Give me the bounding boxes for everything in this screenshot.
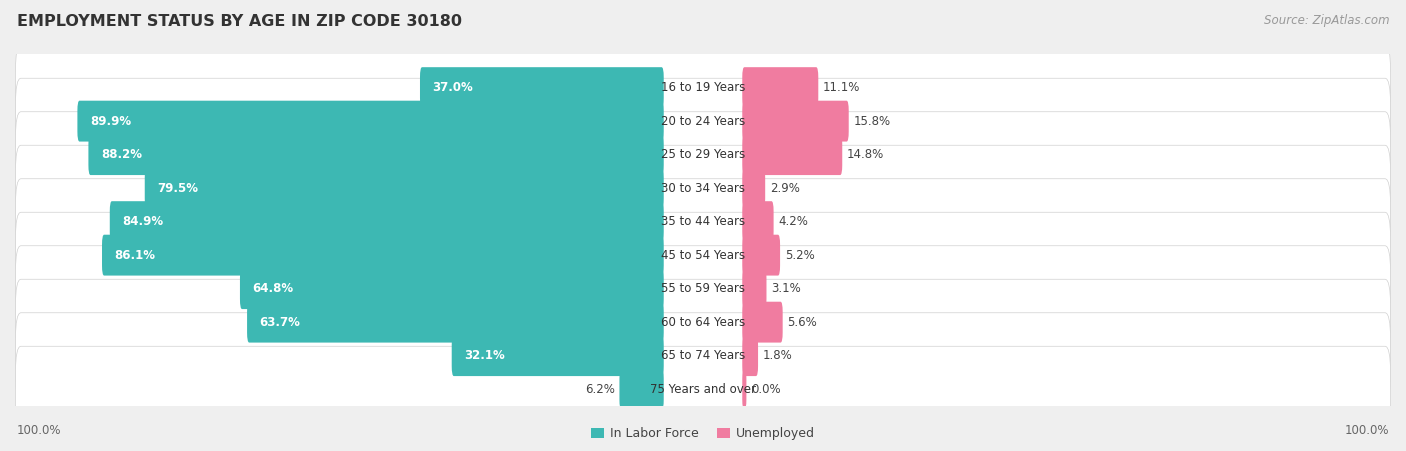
FancyBboxPatch shape xyxy=(742,335,758,376)
FancyBboxPatch shape xyxy=(15,212,1391,298)
Text: 64.8%: 64.8% xyxy=(252,282,294,295)
Text: 86.1%: 86.1% xyxy=(114,249,156,262)
Text: 45 to 54 Years: 45 to 54 Years xyxy=(661,249,745,262)
FancyBboxPatch shape xyxy=(15,246,1391,331)
FancyBboxPatch shape xyxy=(89,134,664,175)
FancyBboxPatch shape xyxy=(620,369,664,410)
FancyBboxPatch shape xyxy=(742,235,780,276)
FancyBboxPatch shape xyxy=(15,313,1391,399)
FancyBboxPatch shape xyxy=(15,279,1391,365)
Text: 3.1%: 3.1% xyxy=(772,282,801,295)
Text: 6.2%: 6.2% xyxy=(585,382,614,396)
FancyBboxPatch shape xyxy=(742,168,765,208)
FancyBboxPatch shape xyxy=(15,179,1391,265)
Text: 100.0%: 100.0% xyxy=(1344,424,1389,437)
Text: EMPLOYMENT STATUS BY AGE IN ZIP CODE 30180: EMPLOYMENT STATUS BY AGE IN ZIP CODE 301… xyxy=(17,14,463,28)
FancyBboxPatch shape xyxy=(15,346,1391,432)
FancyBboxPatch shape xyxy=(742,302,783,343)
FancyBboxPatch shape xyxy=(451,335,664,376)
Text: 63.7%: 63.7% xyxy=(260,316,301,329)
Text: 2.9%: 2.9% xyxy=(770,182,800,195)
Text: 75 Years and over: 75 Years and over xyxy=(650,382,756,396)
FancyBboxPatch shape xyxy=(110,201,664,242)
FancyBboxPatch shape xyxy=(742,101,849,142)
FancyBboxPatch shape xyxy=(145,168,664,208)
FancyBboxPatch shape xyxy=(103,235,664,276)
FancyBboxPatch shape xyxy=(15,112,1391,198)
FancyBboxPatch shape xyxy=(420,67,664,108)
FancyBboxPatch shape xyxy=(15,45,1391,130)
FancyBboxPatch shape xyxy=(742,67,818,108)
Text: 5.2%: 5.2% xyxy=(785,249,814,262)
FancyBboxPatch shape xyxy=(742,134,842,175)
Text: 65 to 74 Years: 65 to 74 Years xyxy=(661,349,745,362)
Text: 0.0%: 0.0% xyxy=(751,382,780,396)
Text: 60 to 64 Years: 60 to 64 Years xyxy=(661,316,745,329)
Text: 79.5%: 79.5% xyxy=(157,182,198,195)
Text: 35 to 44 Years: 35 to 44 Years xyxy=(661,215,745,228)
Text: 89.9%: 89.9% xyxy=(90,115,131,128)
Text: 15.8%: 15.8% xyxy=(853,115,890,128)
Text: 1.8%: 1.8% xyxy=(763,349,793,362)
FancyBboxPatch shape xyxy=(742,268,766,309)
Text: 88.2%: 88.2% xyxy=(101,148,142,161)
Text: 32.1%: 32.1% xyxy=(464,349,505,362)
Text: 4.2%: 4.2% xyxy=(779,215,808,228)
FancyBboxPatch shape xyxy=(15,145,1391,231)
FancyBboxPatch shape xyxy=(742,201,773,242)
FancyBboxPatch shape xyxy=(240,268,664,309)
Text: 25 to 29 Years: 25 to 29 Years xyxy=(661,148,745,161)
Text: 84.9%: 84.9% xyxy=(122,215,163,228)
Text: 5.6%: 5.6% xyxy=(787,316,817,329)
Text: 14.8%: 14.8% xyxy=(846,148,884,161)
Text: 30 to 34 Years: 30 to 34 Years xyxy=(661,182,745,195)
FancyBboxPatch shape xyxy=(247,302,664,343)
FancyBboxPatch shape xyxy=(742,369,747,410)
Text: 100.0%: 100.0% xyxy=(17,424,62,437)
Text: 37.0%: 37.0% xyxy=(433,81,474,94)
Text: 55 to 59 Years: 55 to 59 Years xyxy=(661,282,745,295)
Text: 16 to 19 Years: 16 to 19 Years xyxy=(661,81,745,94)
Text: 11.1%: 11.1% xyxy=(823,81,860,94)
FancyBboxPatch shape xyxy=(15,78,1391,164)
Text: Source: ZipAtlas.com: Source: ZipAtlas.com xyxy=(1264,14,1389,27)
FancyBboxPatch shape xyxy=(77,101,664,142)
Text: 20 to 24 Years: 20 to 24 Years xyxy=(661,115,745,128)
Legend: In Labor Force, Unemployed: In Labor Force, Unemployed xyxy=(586,423,820,446)
